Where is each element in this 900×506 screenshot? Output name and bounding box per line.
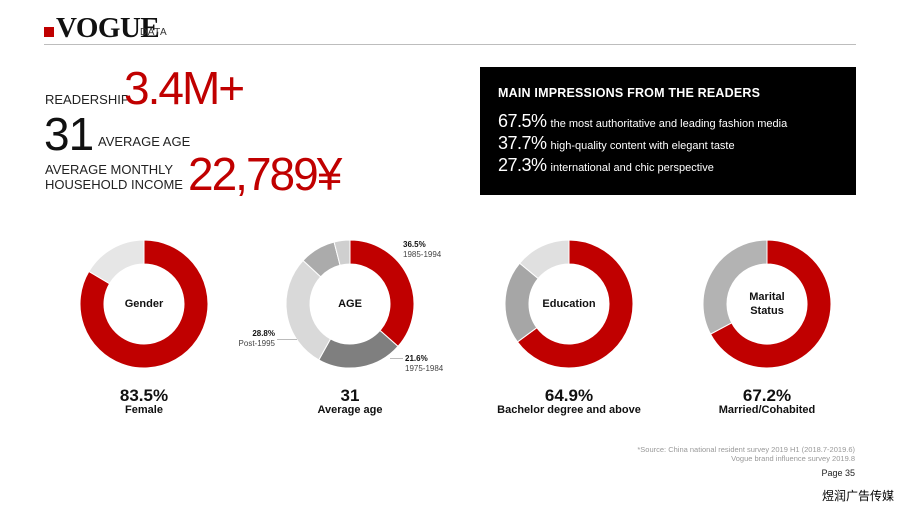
callout-leader-line: [390, 358, 403, 359]
callout-leader-line: [277, 339, 297, 340]
impression-text: high-quality content with elegant taste: [550, 140, 735, 152]
gender-donut-chart: [79, 239, 209, 369]
marital-kpi-label: Married/Cohabited: [718, 404, 816, 416]
gender-kpi-value: 83.5%: [119, 386, 169, 405]
impression-percent: 37.7%: [498, 133, 547, 153]
watermark-text: 煜润广告传媒: [821, 489, 894, 503]
source-note: Vogue brand influence survey 2019.8: [731, 454, 855, 463]
callout-label: Post-1995: [238, 339, 275, 348]
impression-row: 27.3% international and chic perspective: [498, 155, 714, 176]
impression-percent: 27.3%: [498, 155, 547, 175]
education-donut-label: Education: [529, 264, 609, 344]
impression-percent: 67.5%: [498, 111, 547, 131]
callout-percent: 36.5%: [403, 240, 426, 249]
callout-percent: 21.6%: [405, 354, 428, 363]
page-number: Page 35: [821, 468, 855, 478]
age-callout-1985-1994: 36.5% 1985-1994: [403, 240, 441, 260]
average-age-label: AVERAGE AGE: [98, 134, 191, 149]
household-income-label: AVERAGE MONTHLY HOUSEHOLD INCOME: [45, 162, 183, 192]
household-income-value: 22,789¥: [188, 148, 342, 200]
impressions-title: MAIN IMPRESSIONS FROM THE READERS: [498, 86, 761, 100]
readership-label: READERSHIP: [45, 92, 130, 107]
callout-percent: 28.8%: [252, 329, 275, 338]
vogue-logo: VOGUE: [56, 12, 160, 44]
logo-mark: [44, 27, 54, 37]
age-kpi-label: Average age: [317, 404, 383, 416]
education-kpi-label: Bachelor degree and above: [497, 404, 641, 416]
impression-text: the most authoritative and leading fashi…: [550, 118, 788, 130]
section-label: DATA: [140, 27, 168, 38]
age-callout-post-1995: 28.8% Post-1995: [237, 329, 275, 349]
gender-donut-label: Gender: [104, 264, 184, 344]
impression-row: 37.7% high-quality content with elegant t…: [498, 133, 735, 154]
gender-kpi-label: Female: [125, 404, 163, 416]
marital-kpi-value: 67.2%: [742, 386, 792, 405]
callout-label: 1985-1994: [403, 250, 442, 259]
age-callout-1975-1984: 21.6% 1975-1984: [405, 354, 443, 374]
impression-text: international and chic perspective: [550, 162, 714, 174]
average-age-value: 31: [44, 108, 94, 160]
readership-value: 3.4M+: [124, 62, 245, 114]
age-donut-label: AGE: [310, 264, 390, 344]
education-kpi-value: 64.9%: [544, 386, 594, 405]
callout-label: 1975-1984: [405, 364, 444, 373]
header-divider: [44, 44, 856, 45]
marital-donut-label: Marital Status: [727, 264, 807, 344]
impressions-panel: MAIN IMPRESSIONS FROM THE READERS 67.5% t…: [480, 67, 856, 195]
impression-row: 67.5% the most authoritative and leading …: [498, 111, 787, 132]
age-kpi-value: 31: [340, 386, 360, 405]
source-note: *Source: China national resident survey …: [637, 445, 855, 454]
